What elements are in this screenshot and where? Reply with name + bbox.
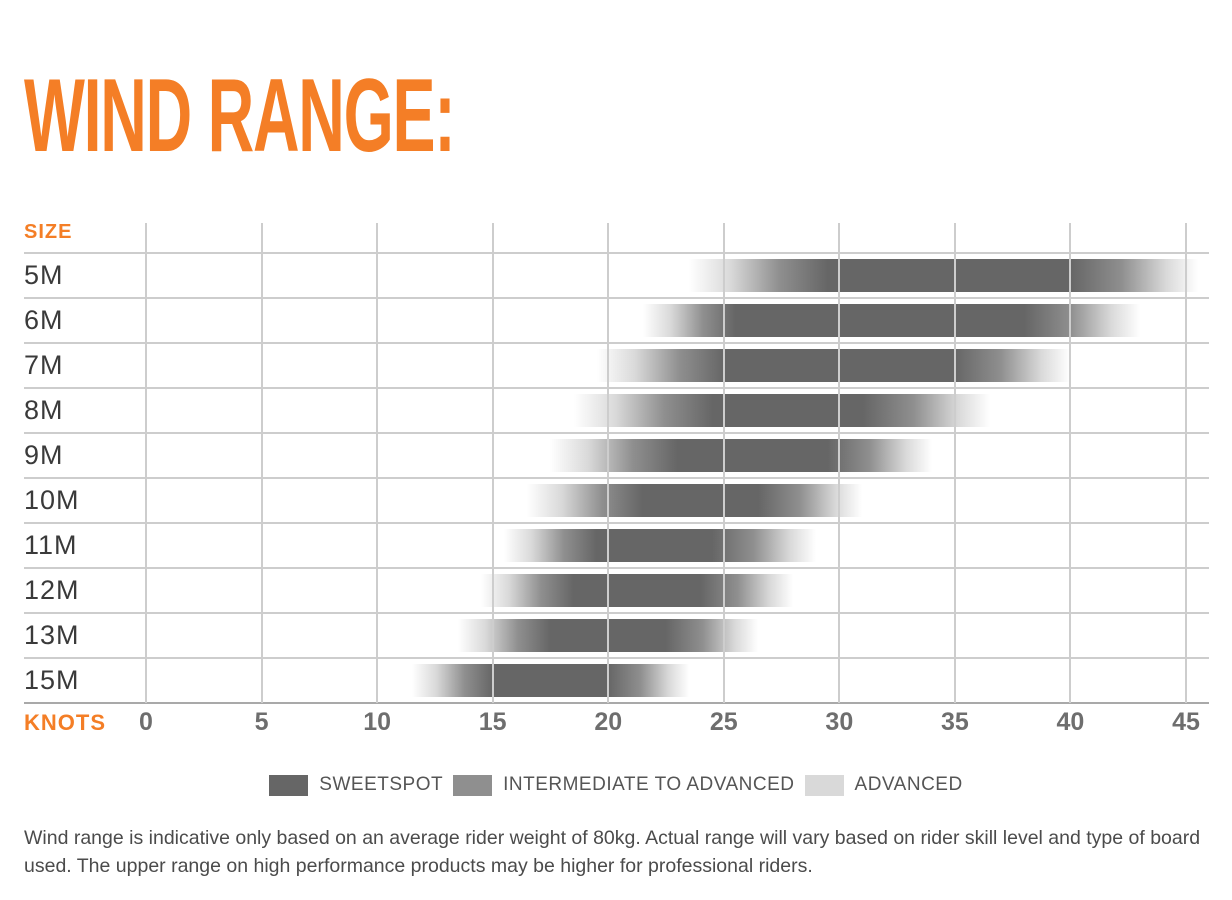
size-label-13m: 13M bbox=[24, 620, 80, 650]
legend-item: INTERMEDIATE TO ADVANCED bbox=[453, 774, 794, 796]
size-label-6m: 6M bbox=[24, 305, 64, 335]
knots-gridline bbox=[722, 223, 725, 703]
wind-range-bar-7m bbox=[596, 349, 1071, 382]
x-axis-line bbox=[24, 702, 1209, 704]
knots-gridline bbox=[1069, 223, 1072, 703]
legend: SWEETSPOT INTERMEDIATE TO ADVANCED ADVANCE… bbox=[0, 774, 1232, 796]
knots-gridline bbox=[260, 223, 263, 703]
knots-tick-0: 0 bbox=[139, 708, 153, 736]
size-label-10m: 10M bbox=[24, 485, 80, 515]
row-gridline bbox=[24, 477, 1209, 479]
knots-tick-25: 25 bbox=[709, 708, 738, 736]
wind-range-bar-6m bbox=[642, 304, 1140, 337]
knots-gridline bbox=[376, 223, 379, 703]
legend-label: SWEETSPOT bbox=[319, 774, 444, 795]
knots-tick-45: 45 bbox=[1172, 708, 1200, 736]
wind-range-bar-12m bbox=[481, 574, 794, 607]
row-gridline bbox=[24, 567, 1209, 569]
wind-range-bar-9m bbox=[550, 439, 932, 472]
row-gridline bbox=[24, 522, 1209, 524]
knots-gridline bbox=[607, 223, 610, 703]
size-label-7m: 7M bbox=[24, 350, 64, 380]
wind-range-bar-10m bbox=[527, 484, 863, 517]
wind-range-bar-8m bbox=[573, 394, 990, 427]
page-title: WIND RANGE: bbox=[24, 58, 456, 174]
row-gridline bbox=[24, 432, 1209, 434]
knots-gridline bbox=[1184, 223, 1187, 703]
size-label-12m: 12M bbox=[24, 575, 80, 605]
wind-range-bar-15m bbox=[411, 664, 690, 697]
knots-gridline bbox=[145, 223, 147, 703]
knots-gridline bbox=[953, 223, 956, 703]
knots-gridline bbox=[838, 223, 841, 703]
row-gridline bbox=[24, 342, 1209, 344]
wind-range-bar-5m bbox=[689, 259, 1198, 292]
size-label-15m: 15M bbox=[24, 665, 80, 695]
legend-item: ADVANCED bbox=[804, 774, 963, 796]
knots-tick-10: 10 bbox=[363, 708, 392, 736]
size-label-8m: 8M bbox=[24, 395, 64, 425]
legend-label: ADVANCED bbox=[854, 774, 963, 795]
knots-tick-40: 40 bbox=[1056, 708, 1085, 736]
knots-tick-15: 15 bbox=[478, 708, 507, 736]
knots-tick-35: 35 bbox=[940, 708, 969, 736]
row-gridline bbox=[24, 657, 1209, 659]
legend-swatch-icon bbox=[453, 774, 493, 796]
knots-tick-5: 5 bbox=[254, 708, 269, 736]
size-label-11m: 11M bbox=[24, 530, 78, 560]
size-label-9m: 9M bbox=[24, 440, 64, 470]
knots-gridline bbox=[491, 223, 494, 703]
knots-axis-label: KNOTS bbox=[24, 710, 106, 735]
legend-swatch-icon bbox=[804, 774, 844, 796]
wind-range-bar-11m bbox=[504, 529, 817, 562]
knots-tick-20: 20 bbox=[594, 708, 623, 736]
size-label-5m: 5M bbox=[24, 260, 64, 290]
legend-label: INTERMEDIATE TO ADVANCED bbox=[503, 774, 795, 795]
size-axis-label: SIZE bbox=[24, 221, 73, 243]
knots-tick-30: 30 bbox=[825, 708, 854, 736]
row-gridline bbox=[24, 297, 1209, 299]
legend-swatch-icon bbox=[269, 774, 309, 796]
footnote: Wind range is indicative only based on a… bbox=[24, 827, 1201, 877]
row-gridline bbox=[24, 612, 1209, 614]
legend-item: SWEETSPOT bbox=[269, 774, 443, 796]
row-gridline bbox=[24, 387, 1209, 389]
row-gridline bbox=[24, 252, 1209, 254]
